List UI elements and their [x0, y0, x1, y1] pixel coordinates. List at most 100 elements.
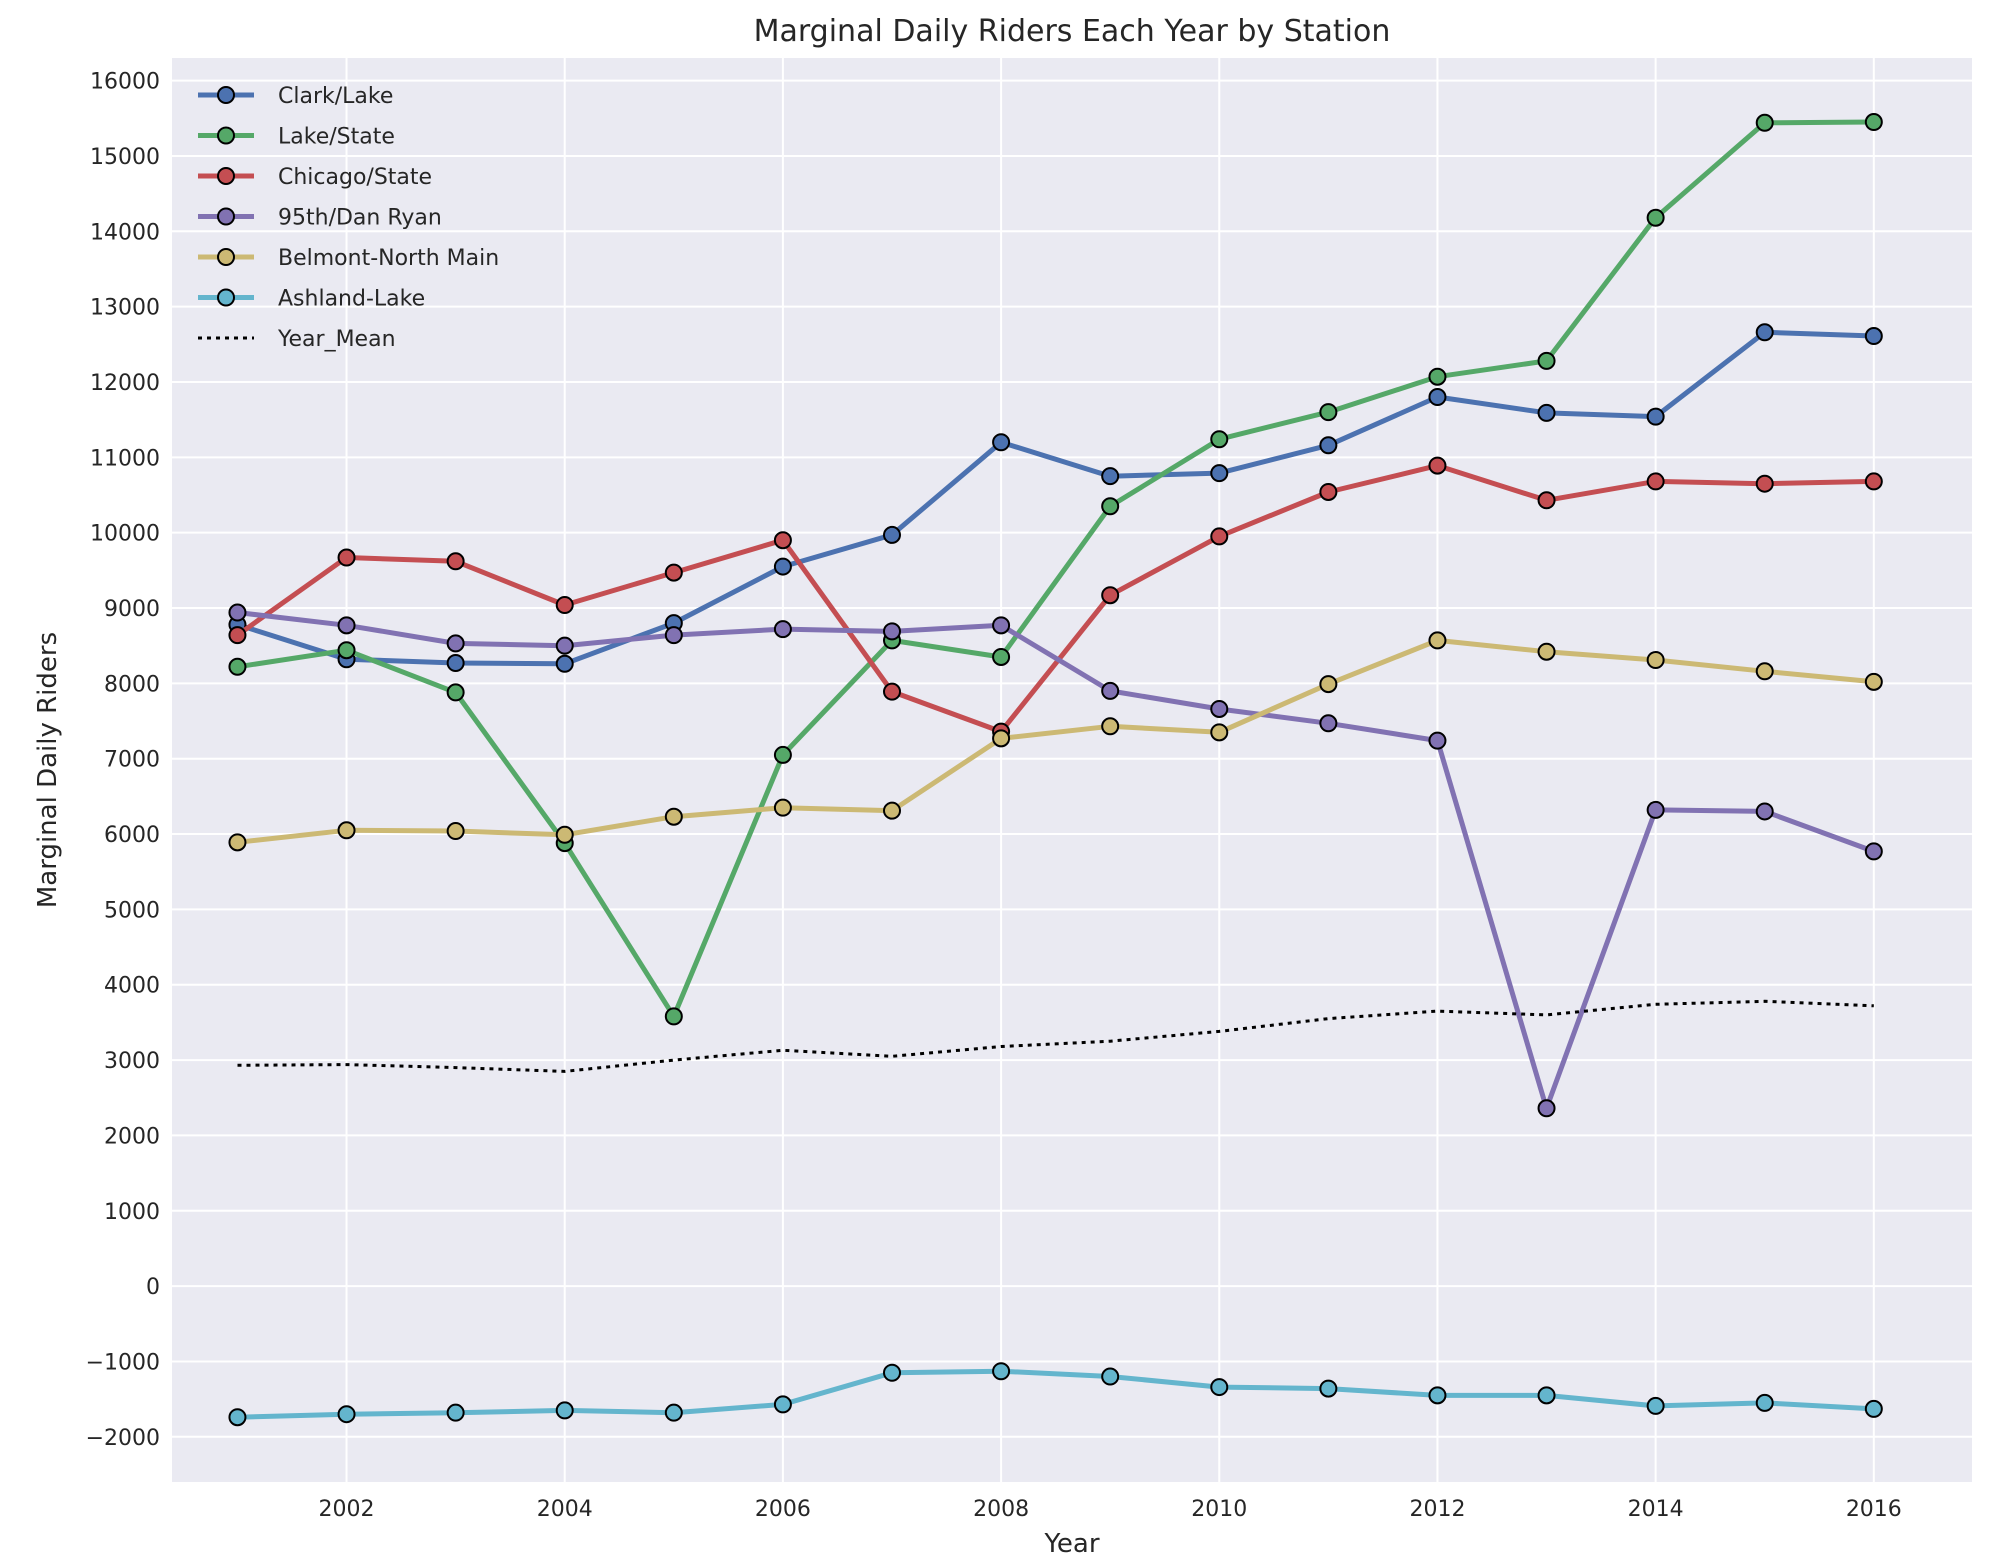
- legend-marker: [217, 248, 235, 266]
- y-tick-label: 5000: [104, 898, 160, 923]
- data-point-belmont-north-main: [1428, 631, 1447, 650]
- data-point-lake-state: [1537, 351, 1556, 370]
- data-point-95th-dan-ryan: [992, 616, 1011, 635]
- data-point-clark-lake: [1319, 436, 1338, 455]
- series-year-mean: [237, 999, 1874, 1073]
- data-point-belmont-north-main: [1537, 642, 1556, 661]
- data-point-lake-state: [992, 647, 1011, 666]
- data-point-belmont-north-main: [992, 729, 1011, 748]
- y-tick-label: 0: [146, 1275, 160, 1300]
- data-point-lake-state: [1864, 113, 1883, 132]
- data-point-clark-lake: [555, 654, 574, 673]
- data-point-lake-state: [664, 1007, 683, 1026]
- data-point-belmont-north-main: [555, 825, 574, 844]
- legend-item-year-mean: Year_Mean: [198, 327, 396, 352]
- data-point-ashland-lake: [1319, 1379, 1338, 1398]
- data-point-ashland-lake: [1210, 1378, 1229, 1397]
- data-point-belmont-north-main: [664, 807, 683, 826]
- data-point-belmont-north-main: [446, 822, 465, 841]
- data-point-95th-dan-ryan: [555, 636, 574, 655]
- x-tick-label: 2006: [755, 1497, 811, 1522]
- legend-marker: [217, 207, 235, 226]
- series-95th-dan-ryan: [228, 603, 1883, 1118]
- x-tick-label: 2012: [1409, 1497, 1465, 1522]
- series-line-clark-lake: [235, 329, 1877, 667]
- data-point-chicago-state: [337, 548, 356, 567]
- x-tick-label: 2016: [1846, 1497, 1902, 1522]
- legend-label: Belmont-North Main: [278, 246, 499, 271]
- legend-label: 95th/Dan Ryan: [278, 206, 442, 231]
- data-point-95th-dan-ryan: [228, 603, 247, 622]
- data-point-95th-dan-ryan: [446, 634, 465, 653]
- x-axis-label: Year: [1043, 1529, 1099, 1559]
- legend-item-chicago-state: Chicago/State: [198, 165, 432, 190]
- data-point-lake-state: [1319, 403, 1338, 422]
- data-point-chicago-state: [1428, 456, 1447, 475]
- legend-item-ashland-lake: Ashland-Lake: [198, 287, 425, 312]
- data-point-lake-state: [1210, 430, 1229, 449]
- data-point-lake-state: [1646, 208, 1665, 227]
- data-point-clark-lake: [773, 557, 792, 576]
- y-tick-label: 16000: [90, 70, 160, 95]
- data-point-clark-lake: [1755, 323, 1774, 342]
- data-point-95th-dan-ryan: [664, 626, 683, 645]
- series-clark-lake: [228, 323, 1883, 673]
- chart-title: Marginal Daily Riders Each Year by Stati…: [754, 14, 1391, 49]
- data-point-belmont-north-main: [883, 801, 901, 820]
- data-point-95th-dan-ryan: [1646, 800, 1665, 819]
- legend-label: Ashland-Lake: [278, 287, 425, 312]
- legend-item-lake-state: Lake/State: [198, 125, 395, 150]
- data-point-chicago-state: [1755, 474, 1774, 493]
- data-point-clark-lake: [992, 433, 1011, 452]
- series-belmont-north-main: [228, 631, 1883, 852]
- legend-label: Year_Mean: [277, 327, 396, 352]
- data-point-belmont-north-main: [1319, 675, 1338, 694]
- data-point-chicago-state: [1646, 472, 1665, 491]
- y-tick-label: 12000: [90, 371, 160, 396]
- data-point-belmont-north-main: [1210, 723, 1229, 742]
- data-point-clark-lake: [1101, 467, 1120, 486]
- data-point-chicago-state: [1101, 586, 1120, 605]
- data-point-ashland-lake: [883, 1363, 901, 1382]
- series-line-ashland-lake: [235, 1368, 1877, 1420]
- data-point-ashland-lake: [1428, 1386, 1447, 1405]
- data-point-95th-dan-ryan: [1428, 731, 1447, 750]
- data-point-ashland-lake: [446, 1403, 465, 1422]
- y-tick-label: 15000: [90, 145, 160, 170]
- data-point-clark-lake: [1864, 327, 1883, 346]
- series-line-chicago-state: [235, 463, 1877, 735]
- data-point-chicago-state: [1864, 472, 1883, 491]
- data-point-ashland-lake: [1755, 1393, 1774, 1412]
- y-tick-label: 13000: [90, 296, 160, 321]
- data-point-ashland-lake: [228, 1408, 247, 1427]
- x-tick-labels: 2002 2004 2006 2008 2010 2012 2014 2016: [319, 1497, 1902, 1522]
- data-point-ashland-lake: [1537, 1386, 1556, 1405]
- data-point-lake-state: [337, 641, 356, 660]
- y-tick-label: 2000: [104, 1124, 160, 1149]
- y-tick-label: 11000: [90, 446, 160, 471]
- plot-area: [172, 58, 1972, 1482]
- y-tick-label: −2000: [86, 1426, 160, 1451]
- data-point-clark-lake: [1646, 407, 1665, 426]
- data-point-belmont-north-main: [1646, 650, 1665, 669]
- data-point-lake-state: [228, 657, 247, 676]
- data-point-95th-dan-ryan: [1537, 1099, 1556, 1118]
- data-point-95th-dan-ryan: [337, 616, 356, 635]
- legend-marker: [217, 86, 235, 104]
- data-point-chicago-state: [773, 531, 792, 550]
- y-tick-labels: −2000 −1000 0 1000 2000 3000 4000 5000 6000 7000 8…: [86, 70, 160, 1451]
- data-point-chicago-state: [1210, 527, 1229, 546]
- data-point-clark-lake: [446, 654, 465, 673]
- legend-label: Lake/State: [278, 125, 395, 150]
- y-tick-label: 9000: [104, 597, 160, 622]
- data-point-lake-state: [446, 683, 465, 702]
- data-point-95th-dan-ryan: [1210, 699, 1229, 718]
- legend-marker: [217, 288, 235, 307]
- legend-item-belmont-north-main: Belmont-North Main: [198, 246, 499, 271]
- x-tick-label: 2002: [319, 1497, 375, 1522]
- y-tick-label: −1000: [86, 1350, 160, 1375]
- data-point-ashland-lake: [1646, 1396, 1665, 1415]
- y-tick-label: 7000: [104, 748, 160, 773]
- series-line-year-mean: [237, 999, 1874, 1073]
